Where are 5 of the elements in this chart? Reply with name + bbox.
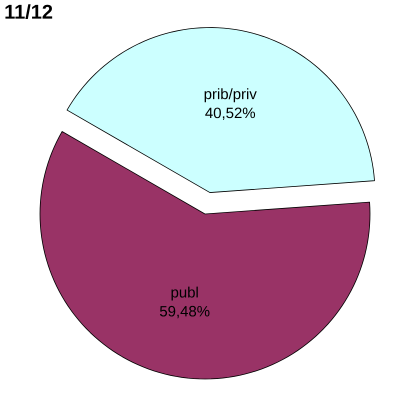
slice-label: publ [172, 286, 198, 301]
chart-title: 11/12 [5, 4, 52, 20]
slice-label: prib/priv [204, 88, 257, 102]
data-label: 59,48% [160, 306, 210, 318]
data-label: 40,52% [205, 108, 256, 120]
